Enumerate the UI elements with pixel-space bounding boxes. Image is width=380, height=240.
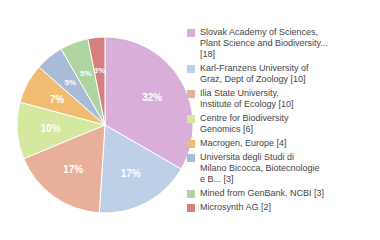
html-text:Genomics [6]: Genomics [6] [200, 124, 253, 134]
svg-text:17%: 17% [121, 168, 141, 179]
svg-text:5%: 5% [65, 78, 77, 87]
html-text:Institute of Ecology [10]: Institute of Ecology [10] [200, 99, 294, 109]
html-text:Microsynth AG [2]: Microsynth AG [2] [200, 202, 271, 212]
html-text:Graz, Dept of Zoology [10]: Graz, Dept of Zoology [10] [200, 74, 306, 84]
html-text:[18]: [18] [200, 49, 215, 59]
html-text:Macrogen, Europe [4]: Macrogen, Europe [4] [200, 138, 287, 148]
svg-text:10%: 10% [41, 123, 61, 134]
html-text:Plant Science and Biodiversity: Plant Science and Biodiversity... [200, 38, 328, 48]
html-text:Slovak Academy of Sciences,: Slovak Academy of Sciences, [200, 27, 319, 37]
html-text:Milano Bicocca, Biotecnologie: Milano Bicocca, Biotecnologie [200, 163, 320, 173]
svg-text:7%: 7% [50, 94, 65, 105]
svg-text:3%: 3% [94, 66, 106, 75]
html-text:Centre for Biodiversity: Centre for Biodiversity [200, 113, 289, 123]
svg-text:32%: 32% [142, 92, 162, 103]
svg-text:5%: 5% [80, 69, 92, 78]
svg-text:17%: 17% [63, 164, 83, 175]
html-text:Mined from GenBank, NCBI [3]: Mined from GenBank, NCBI [3] [200, 188, 325, 198]
html-text:Universita degli Studi di: Universita degli Studi di [200, 152, 295, 162]
html-text:Ilia State University,: Ilia State University, [200, 88, 279, 98]
html-text:e B... [3]: e B... [3] [200, 174, 234, 184]
html-text:Karl-Franzens University of: Karl-Franzens University of [200, 63, 309, 73]
